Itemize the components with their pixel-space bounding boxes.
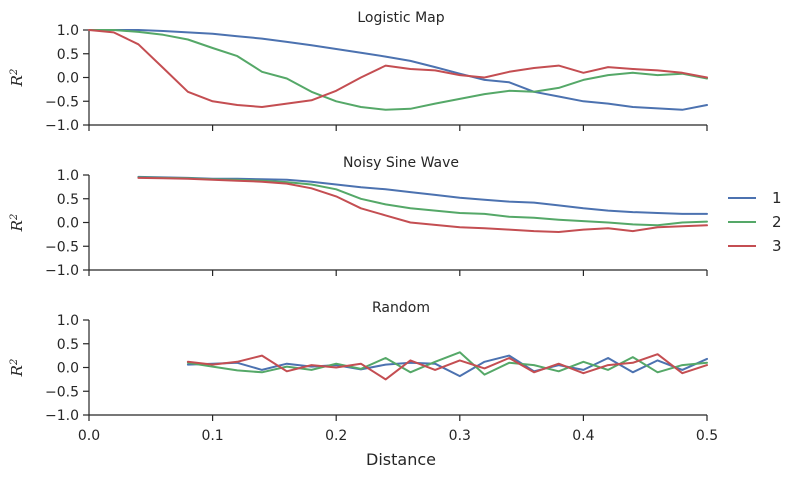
- series-line-1: [186, 354, 708, 378]
- y-tick-label: −0.5: [45, 94, 79, 110]
- series-line-2: [88, 29, 708, 111]
- y-tick-label: −1.0: [45, 408, 79, 424]
- series-line-3: [137, 176, 708, 233]
- chart-panel-logistic-map: Logistic Map R2 1.0 0.5 0.0 −0.5 −1.0: [8, 10, 708, 134]
- x-tick-label: 0.4: [572, 428, 594, 444]
- chart-title: Logistic Map: [357, 10, 444, 26]
- legend-item-1: 1: [728, 189, 782, 207]
- legend-item-3: 3: [728, 237, 782, 255]
- series-line-1: [137, 175, 708, 215]
- chart-title: Random: [372, 300, 430, 316]
- chart-panel-noisy-sine-wave: Noisy Sine Wave R2 1.0 0.5 0.0 −0.5 −1.0: [8, 155, 708, 279]
- series-line-1: [88, 29, 708, 111]
- y-axis-label: R2: [8, 214, 26, 233]
- y-axis-label: R2: [8, 359, 26, 378]
- x-tick-label: 0.0: [78, 428, 100, 444]
- y-tick-label: −1.0: [45, 118, 79, 134]
- y-axis-label: R2: [8, 69, 26, 88]
- chart-title: Noisy Sine Wave: [343, 155, 459, 171]
- y-tick-label: −0.5: [45, 384, 79, 400]
- y-tick-label: 1.0: [57, 313, 79, 329]
- y-tick-label: 0.5: [57, 192, 79, 208]
- legend-item-2: 2: [728, 213, 782, 231]
- x-tick-label: 0.2: [325, 428, 347, 444]
- y-tick-label: 1.0: [57, 168, 79, 184]
- x-axis-label: Distance: [366, 450, 436, 469]
- y-tick-label: 0.0: [57, 361, 79, 377]
- chart-panel-random: Random R2 1.0 0.5 0.0 −0.5 −1.0 0.0 0.1 0.2 0.3 0.4…: [8, 300, 718, 469]
- series-line-3: [186, 353, 708, 381]
- y-tick-label: 0.0: [57, 216, 79, 232]
- y-tick-label: 0.5: [57, 47, 79, 63]
- x-tick-label: 0.3: [449, 428, 471, 444]
- legend-label: 2: [772, 213, 782, 231]
- x-tick-label: 0.1: [201, 428, 223, 444]
- y-tick-label: 0.0: [57, 71, 79, 87]
- series-line-2: [137, 176, 708, 227]
- legend-label: 1: [772, 189, 782, 207]
- y-tick-label: −1.0: [45, 263, 79, 279]
- legend: 1 2 3: [728, 189, 782, 255]
- y-tick-label: −0.5: [45, 239, 79, 255]
- y-tick-label: 0.5: [57, 337, 79, 353]
- x-tick-label: 0.5: [696, 428, 718, 444]
- series-line-3: [88, 29, 708, 108]
- y-tick-label: 1.0: [57, 23, 79, 39]
- legend-label: 3: [772, 237, 782, 255]
